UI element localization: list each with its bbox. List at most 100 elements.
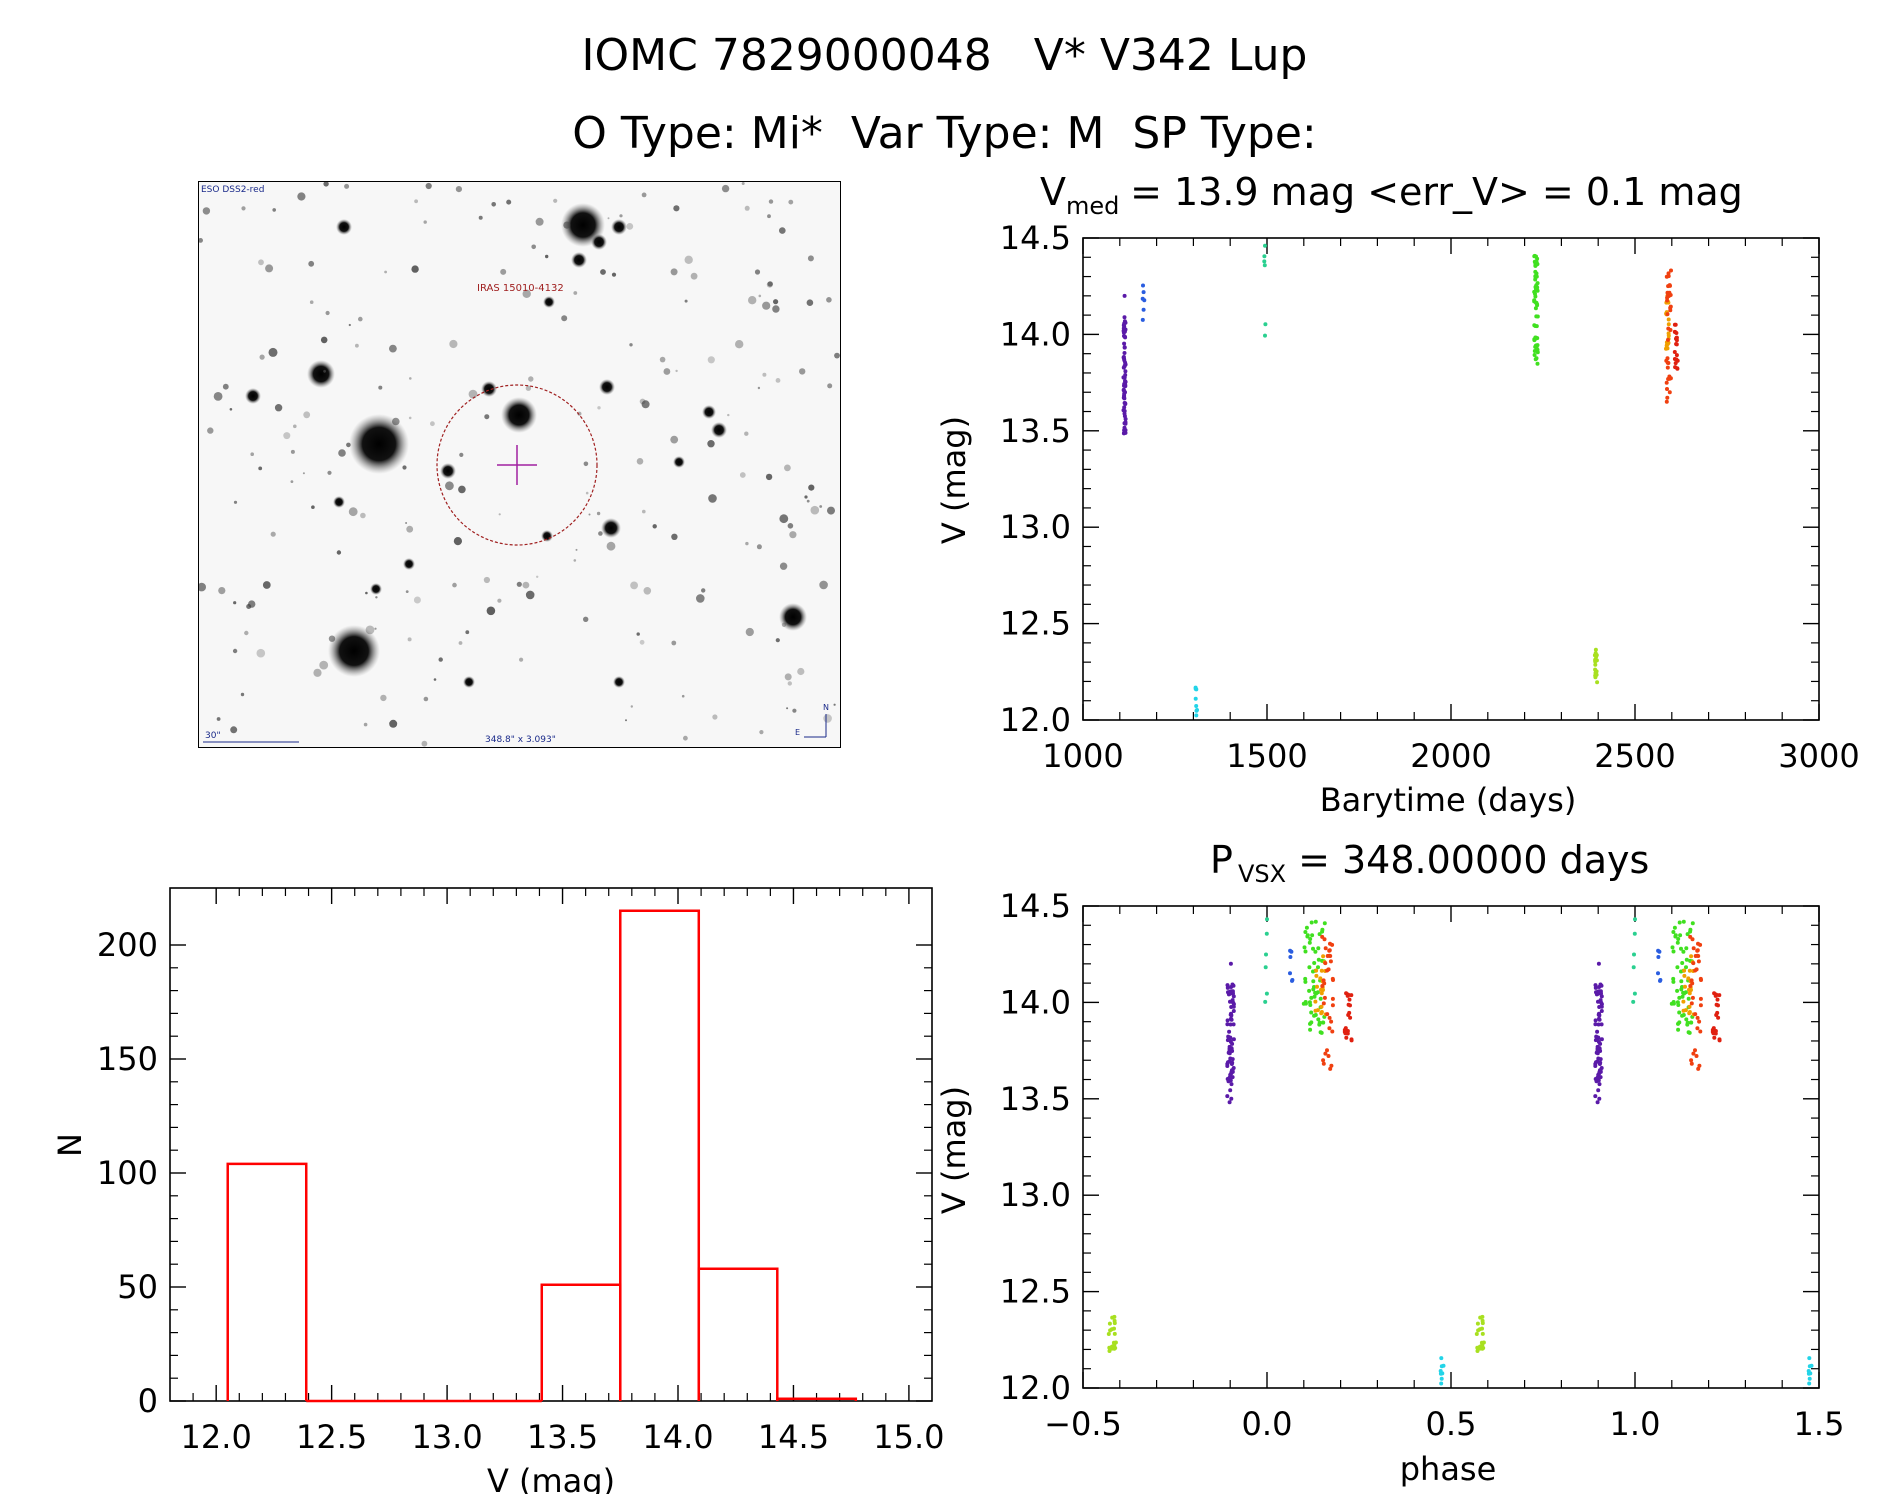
lc-point-group6 [1594,654,1599,659]
phase-point-group8 [1326,967,1331,972]
star-9 [601,518,621,538]
lc-point-group1 [1122,334,1127,339]
phase-point-group5 [1684,1017,1689,1022]
phase-point-group1 [1596,1022,1601,1027]
faint-star [775,638,780,643]
star-24 [702,405,716,419]
phase-point-group5 [1676,1003,1681,1007]
phase-point-group7 [1681,999,1686,1004]
faint-star [421,740,428,747]
lc-point-group9 [1674,342,1679,346]
star-21 [591,234,607,250]
phase-point-group5 [1680,994,1685,999]
phase-point-group1 [1230,998,1235,1003]
lc-point-group5 [1532,323,1537,328]
faint-star [683,735,688,741]
light-curve-ylabel: V (mag) [935,416,973,544]
phase-point-group1 [1226,1034,1231,1039]
phase-point-group7 [1683,984,1687,989]
phase-point-group3 [1441,1363,1446,1368]
phase-point-group5 [1317,1020,1322,1025]
lc-point-group1 [1122,328,1127,333]
phase-point-group1 [1596,961,1601,966]
phase-point-group7 [1323,1012,1328,1017]
lc-point-group6 [1594,672,1599,677]
phase-point-group1 [1230,989,1235,994]
lc-point-group1 [1122,394,1127,399]
phase-point-group5 [1678,933,1683,938]
phase-point-group1 [1593,1018,1598,1023]
faint-star [767,214,771,219]
lc-point-group8 [1665,298,1670,303]
phase-point-group8 [1698,996,1703,1001]
phase-point-group1 [1231,1000,1236,1005]
phase-point-group5 [1312,1013,1317,1018]
phase-point-group8 [1698,942,1703,947]
phase-point-group1 [1597,1016,1601,1021]
phase-point-group8 [1323,1051,1328,1056]
lc-point-group3 [1194,713,1199,718]
phase-point-group1 [1598,982,1603,987]
lc-point-group6 [1592,653,1597,658]
lc-point-group6 [1593,657,1598,662]
phase-point-group1 [1598,1060,1603,1065]
phase-point-group3 [1439,1364,1444,1369]
faint-star [779,562,788,570]
phase-point-group6 [1480,1318,1485,1323]
star-15 [463,676,475,688]
phase-point-group5 [1671,1000,1676,1004]
phase-point-group5 [1308,1021,1312,1026]
lc-point-group5 [1535,281,1540,286]
phase-point-group1 [1594,1034,1599,1039]
phase-point-group8 [1695,948,1700,953]
faint-star [389,719,398,728]
lc-point-group6 [1593,671,1598,675]
lc-point-group8 [1666,377,1671,381]
faint-star [246,604,252,609]
faint-star [806,499,810,503]
phase-point-group5 [1689,1020,1693,1025]
phase-point-group7 [1681,1008,1686,1013]
faint-star [484,414,490,420]
phase-point-group4 [1632,991,1637,996]
lc-point-group8 [1666,326,1671,331]
phase-point-group8 [1323,946,1328,951]
phase-point-group1 [1229,1062,1234,1066]
phase-point-group5 [1673,933,1678,938]
lc-point-group1 [1122,382,1127,386]
phase-point-group9 [1346,1002,1351,1007]
phase-point-group1 [1593,1038,1598,1043]
phase-point-group8 [1695,1015,1700,1020]
phase-point-group9 [1711,1026,1716,1031]
phase-point-group1 [1598,1068,1603,1073]
lc-point-group1 [1122,363,1127,368]
lc-point-group5 [1532,299,1537,304]
lc-point-group5 [1532,338,1537,343]
phase-point-group5 [1313,919,1318,924]
phase-point-group8 [1327,1015,1332,1020]
phase-point-group5 [1311,946,1315,951]
lc-point-group5 [1534,271,1539,276]
phase-point-group5 [1311,969,1315,974]
phase-point-group7 [1683,1008,1688,1013]
phase-point-group1 [1227,989,1232,994]
phase-point-group7 [1322,960,1327,965]
phase-point-group7 [1319,1010,1324,1014]
lc-point-group2 [1141,283,1145,288]
star-10 [541,530,553,542]
lc-point-group9 [1675,358,1680,363]
phase-point-group1 [1599,983,1604,988]
histogram-bar [226,1162,308,1401]
star-19 [571,252,587,268]
lc-ytick-label: 14.5 [1000,219,1071,257]
phase-point-group5 [1307,965,1312,970]
faint-star [673,205,680,212]
lc-point-group1 [1122,428,1127,433]
lc-ytick-label: 13.5 [1000,412,1071,450]
phase-point-group1 [1225,1018,1230,1023]
faint-star [727,413,730,417]
histogram-frame: 12.0 12.5 13.0 13.5 14.0 14.5 15.0 0 50 100 150 200 [97,887,945,1456]
histogram-bar [697,1267,779,1401]
phase-point-group8 [1696,941,1700,946]
phase-point-group1 [1596,1088,1601,1093]
